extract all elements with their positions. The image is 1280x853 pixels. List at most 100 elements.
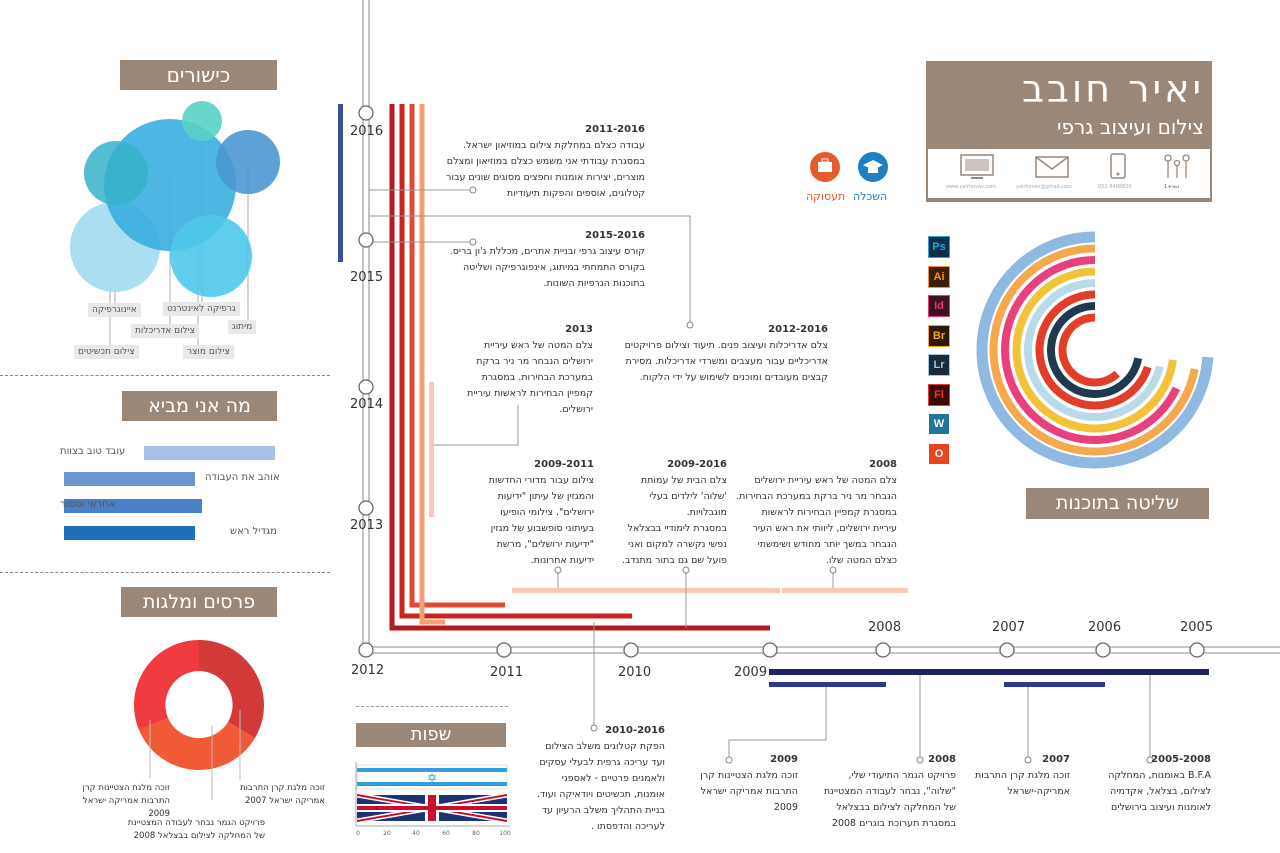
talent-label: איינוגרפיקה <box>88 303 141 317</box>
contact-strip: www.yairhovav.com yairhovav@gmail.com 05… <box>928 149 1210 198</box>
lang-tick: 20 <box>383 830 391 837</box>
entry-line: צילום עבור מדורי החדשות <box>488 475 594 486</box>
entry-line: בעיתוני סופשבוע של מגזין <box>490 523 594 534</box>
entry-line: קטלוגים, אוספים והפקות תיעודיות <box>506 188 645 199</box>
donut-segment <box>134 640 199 730</box>
year-label: 2008 <box>868 620 902 635</box>
divider <box>0 572 330 573</box>
entry-title: 2009-2011 <box>534 459 594 470</box>
name-card: יאיר חובב צילום ועיצוב גרפי www.yairhova… <box>926 61 1212 202</box>
entry-title: 2009-2016 <box>667 459 727 470</box>
lang-tick: 80 <box>472 830 480 837</box>
entry-title: 2008 <box>928 754 956 765</box>
entry-line: 2009 <box>773 802 798 813</box>
entry-line: בתוכנות הגרפיות השונות. <box>543 278 645 289</box>
year-label: 2005 <box>1180 620 1214 635</box>
work-line <box>409 104 505 608</box>
bubble <box>182 101 222 141</box>
year-node <box>1189 642 1205 658</box>
entry-line: לעריכה והדפסתו . <box>590 821 665 832</box>
year-node <box>1095 642 1111 658</box>
entry-title: 2009 <box>770 754 798 765</box>
entry-line: צלם המטה של ראש עיריית <box>484 340 593 351</box>
software-ring <box>1001 256 1181 444</box>
software-rings-chart <box>976 231 1214 469</box>
contact-web: www.yairhovav.com <box>946 184 996 190</box>
entry-line: זוכה מלגת קרן התרבות <box>974 770 1070 781</box>
entry-line: במסגרת תערוכת בוגרים 2008 <box>831 818 956 829</box>
talent-label: צילום תכשיטים <box>74 345 139 359</box>
entry-line: קורס עיצוב גרפי ובניית אתרים, מכללת ג'ון… <box>449 246 645 257</box>
legend-education-label: השכלה <box>853 190 888 203</box>
talent-label: גרפיקה לאינטרנט <box>163 302 240 316</box>
talents-bubble-chart <box>70 101 280 347</box>
entry-line: צלם אדריכלות ועיצוב פנים. תיעוד וצילום פ… <box>624 340 828 351</box>
year-label: 2016 <box>350 124 384 139</box>
entry-line: עבודה כצלם במחלקת צילום במוזיאון ישראל. <box>463 140 645 151</box>
contact-phone: 052-8488820 <box>1098 184 1132 190</box>
entry-title: 2012-2016 <box>768 324 828 335</box>
entry-line: במסגרת לימודיי בבצלאל <box>627 523 727 534</box>
entry-line: בניית התהליך משלב הרעיון עד <box>541 805 665 816</box>
award-item: זוכה מלגת הצטיינות קרן התרבות אמריקה ישר… <box>82 783 170 819</box>
entry-title: 2011-2016 <box>585 124 645 135</box>
languages-header: שפות <box>356 723 506 747</box>
entry-line: בקורס התמחתי במיתוג, אינפוגרפיקה ושליטה <box>462 262 645 273</box>
timeline-entry: 2011-2016 עבודה כצלם במחלקת צילום במוזיאו… <box>440 122 645 202</box>
talents-header: כישורים <box>120 60 277 90</box>
flash-icon: Fl <box>928 383 950 406</box>
lang-tick: 0 <box>356 830 360 837</box>
brings-label: מגדיל ראש <box>230 526 277 537</box>
bubble <box>216 130 280 194</box>
work-line <box>419 104 445 625</box>
bubble <box>84 141 148 205</box>
software-ring <box>1035 290 1152 410</box>
year-node <box>358 379 374 395</box>
software-ring <box>976 231 1214 469</box>
lightroom-icon: Lr <box>928 354 950 376</box>
entry-line: ירושלים הנבחר מר ניר ברקת <box>476 356 593 367</box>
entry-line: עיריית ירושלים, ליוותי את ראש העיר <box>752 523 897 534</box>
entry-line: 'שלוה' לילדים בעלי <box>649 491 727 502</box>
entry-line: ולאמנים פרטיים - לאספני <box>561 773 665 784</box>
svg-text:✡: ✡ <box>427 771 437 785</box>
brings-bar <box>64 526 195 540</box>
entry-title: 2007 <box>1042 754 1070 765</box>
year-label: 2010 <box>618 665 652 680</box>
entry-line: הפקת קטלוגים משלב הצילום <box>545 741 665 752</box>
year-node <box>358 500 374 516</box>
entry-line: לצילום, בצלאל, אקדמיה <box>1110 786 1211 797</box>
entry-line: "שלוה", נבחר לעבודה המצטיינת <box>823 786 956 797</box>
software-ring <box>989 244 1199 456</box>
office-icon: O <box>928 442 950 465</box>
education-bar <box>769 682 886 687</box>
timeline-entry: 2007 זוכה מלגת קרן התרבות אמריקה-ישראל <box>960 752 1070 800</box>
year-node <box>496 642 512 658</box>
lang-tick: 100 <box>499 830 511 837</box>
brings-bar <box>144 446 275 460</box>
entry-line: במסגרת עבודתי אני משמש כצלם במוזיאון ומצ… <box>446 156 645 167</box>
entry-line: מוגבלויות. <box>686 507 727 518</box>
software-header: שליטה בתוכנות <box>1026 488 1209 519</box>
awards-leader-lines <box>149 710 241 800</box>
year-node <box>623 642 639 658</box>
talent-label: צילום מוצר <box>183 345 234 359</box>
brings-bar <box>64 499 202 513</box>
web-icon <box>960 154 994 179</box>
entry-line: אדריכליים עבור מעצבים ומשרדי אדריכלות. מ… <box>625 356 828 367</box>
entry-line: קבצים מעובדים ומוכנים לשימוש על ידי הלקו… <box>639 372 828 383</box>
education-bar <box>338 104 343 262</box>
brings-header: מה אני מביא <box>122 391 277 421</box>
brings-bar <box>64 472 195 486</box>
year-label: 2014 <box>350 397 384 412</box>
year-node <box>999 642 1015 658</box>
timeline-entry: 2013 צלם המטה של ראש עיריית ירושלים הנבחר … <box>455 322 593 418</box>
bridge-icon: Br <box>928 324 950 347</box>
divider <box>0 375 330 376</box>
work-line <box>512 588 780 593</box>
timeline-entry: 2008 פרויקט הגמר התיעודי שלי, "שלוה", נבחר… <box>810 752 956 832</box>
entry-line: התרבות אמריקה ישראל <box>700 786 798 797</box>
entry-line: אמריקה-ישראל <box>1007 786 1070 797</box>
entry-line: מוצרים, יצירות אומנות וחפצים מסוגים שוני… <box>446 172 645 183</box>
entry-line: אומנות, תכשיטים ויודאיקה ועוד. <box>536 789 665 800</box>
